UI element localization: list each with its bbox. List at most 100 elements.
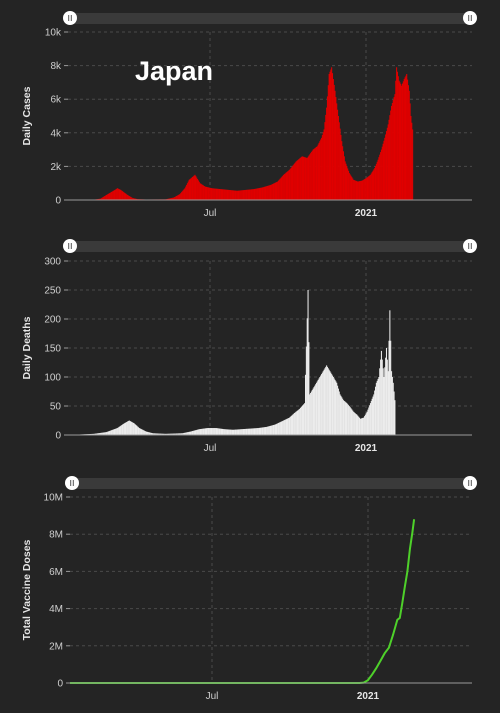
cases-bar [243,190,245,200]
cases-bar [310,153,312,200]
cases-bar [309,154,311,200]
cases-bar [313,148,315,200]
range-slider-track[interactable] [68,13,472,24]
deaths-bar [106,431,108,435]
range-slider-right-handle[interactable] [463,239,477,253]
cases-bar [412,129,414,200]
cases-bar [261,187,264,200]
cases-bar [249,189,251,200]
cases-bar [238,190,240,200]
cases-bar [314,148,316,200]
deaths-bar [319,377,321,435]
cases-bar [170,198,172,200]
range-slider-right-handle[interactable] [463,476,477,490]
cases-bar [236,190,238,200]
deaths-bar [316,381,318,435]
cases-bar [300,157,302,200]
deaths-bar [287,418,289,435]
deaths-bar [346,403,348,435]
deaths-bar [213,428,215,435]
cases-bar [342,146,344,200]
cases-bar [297,159,299,200]
cases-bar [285,172,287,200]
deaths-bar [258,427,260,435]
deaths-bar [144,431,146,435]
deaths-bar [313,387,315,435]
range-slider-right-handle[interactable] [463,11,477,25]
deaths-bar [380,350,382,435]
deaths-bar [175,433,178,435]
deaths-bar [235,429,237,435]
cases-bar [191,177,193,200]
deaths-bar [113,429,115,435]
cases-bar [183,189,185,200]
cases-bar [181,192,183,200]
deaths-bar [121,425,123,435]
deaths-bar [197,429,199,435]
range-slider-track[interactable] [70,478,472,489]
cases-bar [283,174,285,200]
cases-bar [200,183,202,200]
cases-bar [234,190,236,200]
deaths-bar [353,411,355,435]
x-tick-label: 2021 [355,443,378,454]
deaths-bar [232,429,234,435]
cases-bar [407,79,409,200]
cases-bar [257,188,259,200]
cases-bar [407,85,409,200]
cases-bar [232,190,234,200]
cases-bar [202,185,204,200]
cases-bar [357,181,359,200]
cases-bar [184,188,186,200]
cases-bar [274,182,276,200]
deaths-bar [349,407,351,435]
deaths-bar [327,368,329,435]
cases-bar [187,181,189,200]
cases-bar [175,196,177,200]
cases-bar [391,105,393,200]
deaths-bar [393,391,395,435]
deaths-bar [170,433,172,435]
cases-bar [404,77,406,200]
cases-bar [261,187,263,200]
cases-bar [100,198,102,200]
deaths-bar [210,428,212,435]
deaths-bar [198,429,200,435]
deaths-bar [117,427,119,435]
range-slider-left-handle[interactable] [63,239,77,253]
cases-bar [315,146,318,200]
deaths-bar [184,432,186,435]
cases-bar [167,198,169,200]
range-slider-left-handle[interactable] [63,11,77,25]
deaths-bar [252,428,254,435]
deaths-bar [170,433,172,435]
cases-bar [396,67,398,200]
cases-bar [201,184,203,200]
cases-bar [289,168,291,200]
deaths-bar [138,428,140,435]
cases-bar [324,122,326,200]
vaccine-chart: 0 2M 4M 6M 8M 10M Jul 2021 Total Vaccine Doses [21,476,477,702]
deaths-bar [111,430,113,435]
cases-bar [334,90,336,200]
deaths-chart: 0 50 100 150 200 250 300 Jul 2021 Daily Deaths [21,239,477,454]
deaths-bar [331,375,334,435]
deaths-bar [294,412,296,435]
range-slider-left-handle[interactable] [65,476,79,490]
cases-bar [370,173,372,200]
deaths-bar [356,414,358,435]
deaths-bar [102,432,104,435]
cases-bar [181,191,183,200]
cases-bar [364,178,366,200]
cases-bar [272,184,274,200]
cases-bar [106,194,108,200]
cases-bar [251,189,253,200]
cases-bar [136,198,138,200]
range-slider-track[interactable] [68,241,472,252]
deaths-bar [350,408,352,435]
x-tick-label: Jul [204,443,217,454]
cases-bar [131,197,133,200]
deaths-bar [376,380,378,435]
deaths-bar [127,421,129,435]
cases-bar [292,165,294,200]
